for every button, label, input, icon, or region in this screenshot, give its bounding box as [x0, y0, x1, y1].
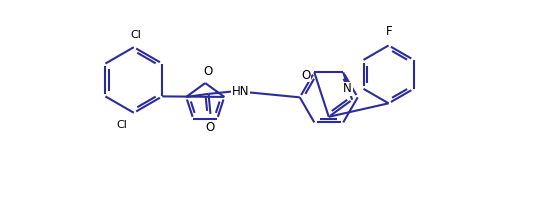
Text: N: N — [343, 82, 352, 95]
Text: HN: HN — [231, 85, 249, 98]
Text: F: F — [386, 25, 392, 38]
Text: Cl: Cl — [116, 120, 127, 130]
Text: O: O — [203, 65, 213, 78]
Text: O: O — [301, 69, 310, 82]
Text: O: O — [205, 121, 214, 134]
Text: Cl: Cl — [130, 30, 141, 40]
